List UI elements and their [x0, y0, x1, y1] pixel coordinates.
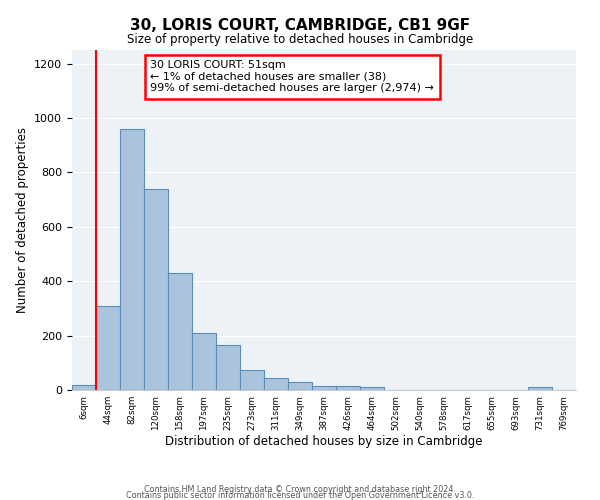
Text: Contains HM Land Registry data © Crown copyright and database right 2024.: Contains HM Land Registry data © Crown c… — [144, 484, 456, 494]
Text: 30, LORIS COURT, CAMBRIDGE, CB1 9GF: 30, LORIS COURT, CAMBRIDGE, CB1 9GF — [130, 18, 470, 32]
Bar — [312, 386, 336, 390]
Bar — [120, 129, 144, 390]
Bar — [336, 386, 360, 390]
Bar — [72, 384, 96, 390]
Text: 30 LORIS COURT: 51sqm
← 1% of detached houses are smaller (38)
99% of semi-detac: 30 LORIS COURT: 51sqm ← 1% of detached h… — [150, 60, 434, 94]
Bar — [360, 388, 384, 390]
X-axis label: Distribution of detached houses by size in Cambridge: Distribution of detached houses by size … — [165, 436, 483, 448]
Bar — [264, 378, 288, 390]
Bar — [216, 345, 240, 390]
Bar — [192, 333, 216, 390]
Bar — [144, 188, 168, 390]
Bar — [168, 273, 192, 390]
Bar — [288, 382, 312, 390]
Text: Contains public sector information licensed under the Open Government Licence v3: Contains public sector information licen… — [126, 490, 474, 500]
Y-axis label: Number of detached properties: Number of detached properties — [16, 127, 29, 313]
Text: Size of property relative to detached houses in Cambridge: Size of property relative to detached ho… — [127, 32, 473, 46]
Bar — [240, 370, 264, 390]
Bar — [96, 306, 120, 390]
Bar — [528, 388, 552, 390]
